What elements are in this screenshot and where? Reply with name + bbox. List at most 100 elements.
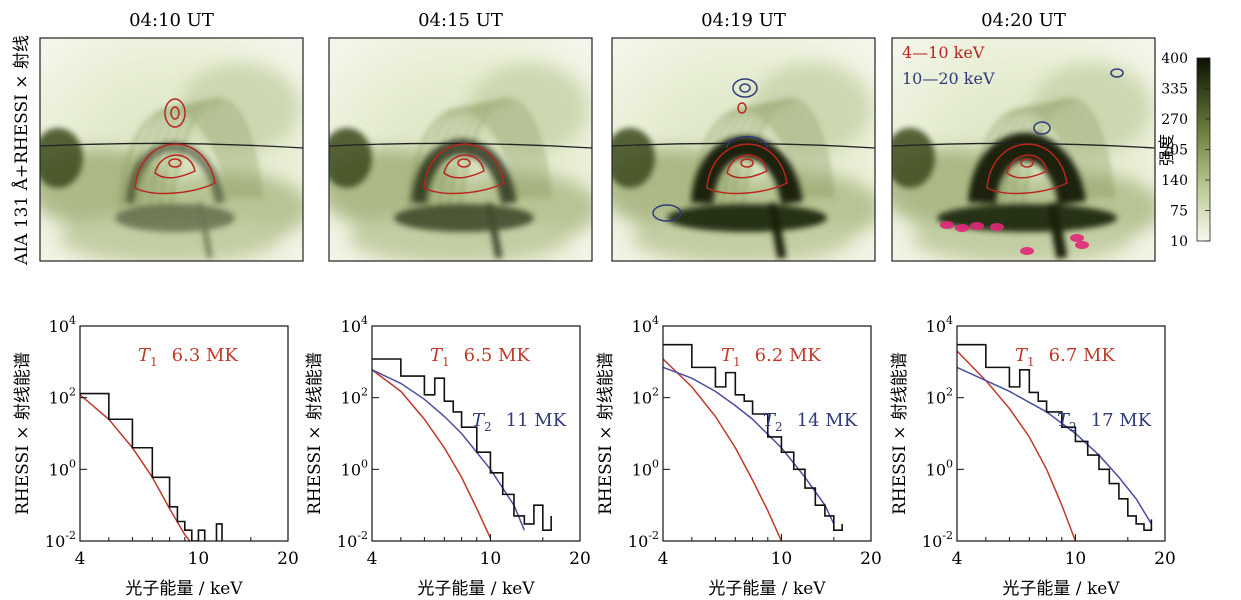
y-tick-exponent: 0 (946, 457, 953, 470)
plot-area (372, 358, 552, 539)
contour-ring (740, 158, 754, 168)
colorbar-label: 强度 (1157, 134, 1176, 166)
legend-4-10kev: 4—10 keV (902, 43, 985, 62)
y-tick-exponent: 0 (361, 457, 368, 470)
panel-frame (891, 37, 1156, 262)
footpoint (955, 224, 969, 232)
y-tick-exponent: -2 (357, 529, 368, 542)
annotation-value: 17 MK (1091, 410, 1152, 431)
legend-10-20kev: 10—20 keV (902, 69, 995, 88)
y-axis-label: RHESSI × 射线能谱 (13, 352, 33, 515)
series-total-line (663, 343, 843, 532)
annotation-t2: T2 14 MK (763, 410, 858, 434)
arcade-leg (767, 202, 787, 259)
aia-image (612, 38, 875, 261)
contour-ring (726, 136, 768, 149)
annotation-subscript: 2 (484, 420, 492, 434)
footpoint (1020, 247, 1034, 255)
footpoint (1075, 241, 1089, 249)
x-axis-label: 光子能量 / keV (1002, 579, 1120, 599)
panel-frame (611, 37, 876, 262)
annotation-value: 6.2 MK (755, 345, 822, 366)
annotation-value: 6.7 MK (1049, 345, 1116, 366)
plot-frame (956, 325, 1166, 542)
y-axis-label: RHESSI × 射线能谱 (305, 352, 325, 515)
y-tick-exponent: 4 (361, 314, 368, 327)
panel-time-label: 04:10 UT (129, 10, 214, 31)
colorbar-tick-label: 140 (1161, 173, 1188, 189)
y-tick-base: 10 (337, 532, 357, 551)
contour-10-20kev (1033, 68, 1124, 135)
annotation-t2: T2 17 MK (1057, 410, 1152, 434)
annotation-value: 6.3 MK (172, 345, 239, 366)
annotation-symbol: T (430, 345, 444, 366)
panel-time-label: 04:15 UT (418, 10, 503, 31)
contour-4-10kev (706, 102, 788, 195)
y-tick-label: 10-2 (922, 529, 953, 551)
y-tick-label: 104 (49, 314, 76, 336)
annotation-symbol: T (1015, 345, 1029, 366)
y-tick-label: 102 (926, 386, 953, 408)
contour-ring (737, 102, 747, 114)
contour-4-10kev (134, 98, 216, 195)
y-tick-label: 104 (341, 314, 368, 336)
x-tick-label: 4 (367, 549, 378, 569)
x-tick-label: 20 (1154, 549, 1176, 569)
contour-ring (443, 154, 485, 179)
x-tick-label: 20 (277, 549, 299, 569)
plot-area (663, 343, 843, 541)
contour-ring (170, 106, 180, 120)
y-tick-exponent: -2 (648, 529, 659, 542)
x-tick-label: 10 (771, 549, 793, 569)
contour-ring (1006, 154, 1048, 179)
annotation-t2: T2 11 MK (472, 410, 567, 434)
haze-blob (469, 63, 589, 153)
y-tick-label: 100 (632, 457, 659, 479)
y-tick-base: 10 (628, 532, 648, 551)
annotation-subscript: 1 (442, 355, 450, 369)
y-tick-label: 100 (926, 457, 953, 479)
annotation-subscript: 1 (733, 355, 741, 369)
contour-ring (1110, 68, 1124, 78)
x-tick-label: 10 (188, 549, 210, 569)
panel-time-label: 04:20 UT (981, 10, 1066, 31)
colorbar-tick-label: 10 (1170, 234, 1188, 250)
y-tick-exponent: 4 (652, 314, 659, 327)
series-t2-line (372, 369, 526, 531)
y-tick-exponent: 4 (69, 314, 76, 327)
contour-10-20kev (652, 78, 768, 222)
y-tick-exponent: -2 (65, 529, 76, 542)
footpoint (940, 221, 954, 229)
x-axis-label: 光子能量 / keV (417, 579, 535, 599)
y-tick-exponent: 0 (69, 457, 76, 470)
y-tick-base: 10 (341, 317, 361, 336)
annotation-symbol: T (1057, 410, 1071, 431)
plot-area (957, 343, 1153, 541)
colorbar-tick-label: 400 (1161, 51, 1188, 67)
y-tick-base: 10 (49, 460, 69, 479)
annotation-t1: T1 6.5 MK (430, 345, 530, 369)
colorbar-tick-label: 205 (1161, 143, 1188, 159)
annotation-symbol: T (721, 345, 735, 366)
images-ylabel: AIA 131 Å+RHESSI × 射线 (11, 35, 32, 266)
y-axis-label: RHESSI × 射线能谱 (890, 352, 910, 515)
y-tick-base: 10 (632, 389, 652, 408)
series-t2-line (663, 366, 835, 525)
y-tick-exponent: 2 (946, 386, 953, 399)
footpoints (940, 221, 1089, 255)
series-t2-line (957, 366, 1153, 525)
annotation-t1: T1 6.2 MK (721, 345, 821, 369)
x-tick-label: 4 (952, 549, 963, 569)
y-tick-exponent: 2 (69, 386, 76, 399)
arcade-base (115, 204, 235, 232)
y-tick-exponent: 4 (946, 314, 953, 327)
haze-blob (1032, 63, 1152, 153)
panel-frame (39, 37, 304, 262)
y-tick-base: 10 (926, 389, 946, 408)
contour-ring (423, 143, 505, 195)
dark-region (329, 128, 372, 188)
annotation-subscript: 1 (1027, 355, 1035, 369)
